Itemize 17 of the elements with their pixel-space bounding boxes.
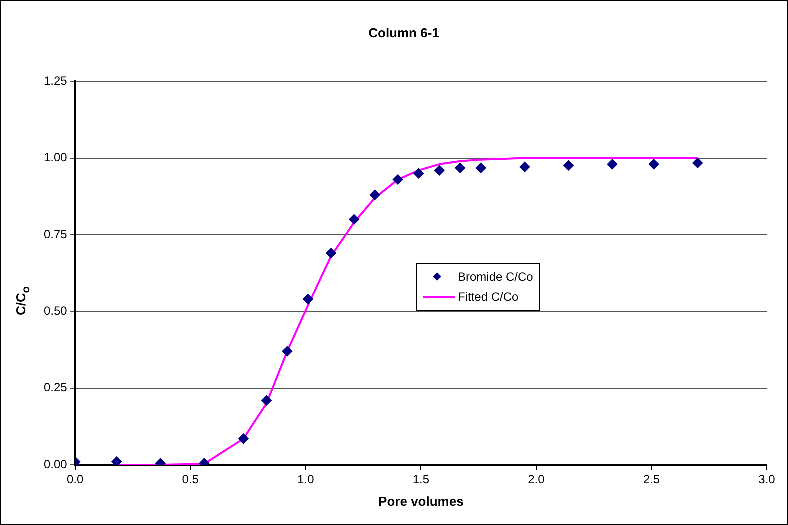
y-tick-label: 0.25 [44, 380, 68, 395]
x-tick-label: 0.5 [182, 472, 200, 487]
legend-label: Bromide C/Co [458, 270, 534, 284]
chart-title: Column 6-1 [368, 25, 440, 40]
x-tick-label: 2.0 [528, 472, 546, 487]
y-tick-label: 1.00 [44, 150, 68, 165]
x-tick-label: 0.0 [67, 472, 84, 487]
x-axis-title: Pore volumes [378, 494, 464, 509]
x-tick-label: 3.0 [758, 472, 776, 487]
x-tick-label: 2.5 [643, 472, 660, 487]
y-tick-label: 1.25 [44, 74, 68, 88]
y-tick-label: 0.00 [44, 457, 68, 472]
x-tick-label: 1.0 [298, 472, 315, 487]
x-tick-label: 1.5 [412, 472, 430, 487]
y-tick-label: 0.75 [44, 227, 68, 242]
legend-label: Fitted C/Co [458, 290, 519, 304]
y-tick-label: 0.50 [44, 304, 68, 318]
